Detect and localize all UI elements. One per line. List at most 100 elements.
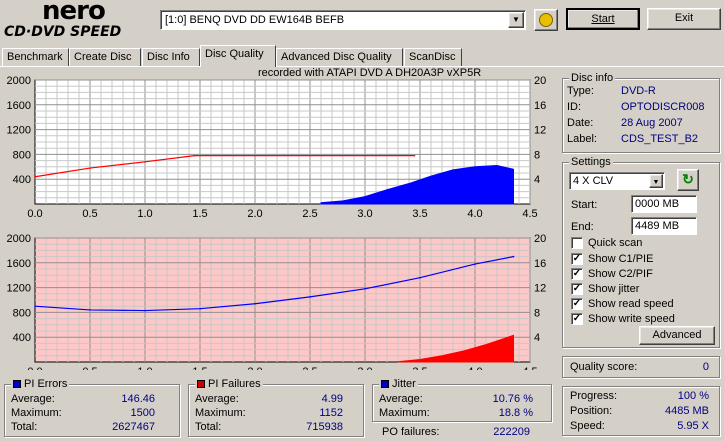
x-tick-label: 3.5 xyxy=(412,366,427,370)
disc-info-group: Disc info Type: DVD-R ID: OPTODISCR008 D… xyxy=(562,72,720,153)
jitter-avg-label: Average: xyxy=(379,393,423,405)
y-tick-label-right: 20 xyxy=(534,75,546,87)
y-tick-label-right: 8 xyxy=(534,307,540,319)
show-c2-checkbox[interactable]: ✓ xyxy=(571,268,583,280)
start-input[interactable]: 0000 MB xyxy=(631,195,697,213)
pi-failures-avg-value: 4.99 xyxy=(321,393,343,405)
x-tick-label: 3.0 xyxy=(357,366,372,370)
speed-value: 5.95 X xyxy=(677,420,709,432)
chevron-down-icon: ▼ xyxy=(512,15,520,24)
label-label: Label: xyxy=(567,133,597,145)
show-read-speed-checkbox[interactable]: ✓ xyxy=(571,298,583,310)
drive-select[interactable]: [1:0] BENQ DVD DD EW164B BEFB ▼ xyxy=(160,10,526,30)
pi-failures-avg-label: Average: xyxy=(195,393,239,405)
series-point xyxy=(193,154,196,157)
label-value: CDS_TEST_B2 xyxy=(621,133,699,145)
date-value: 28 Aug 2007 xyxy=(621,117,683,129)
exit-button[interactable]: Exit xyxy=(647,8,721,30)
show-write-speed-label: Show write speed xyxy=(588,313,675,325)
y-tick-label-right: 4 xyxy=(534,174,540,186)
refresh-speed-button[interactable]: ↻ xyxy=(677,169,699,191)
y-tick-label-right: 12 xyxy=(534,125,546,137)
position-value: 4485 MB xyxy=(664,405,709,417)
end-input[interactable]: 4489 MB xyxy=(631,217,697,235)
speed-dropdown-button[interactable]: ▼ xyxy=(649,174,663,188)
end-label: End: xyxy=(571,221,594,233)
recorded-with-text: recorded with ATAPI DVD A DH20A3P vXP5R xyxy=(258,67,482,79)
series-point xyxy=(89,309,91,311)
tools-icon xyxy=(539,13,553,27)
refresh-icon: ↻ xyxy=(682,171,694,187)
quality-score-box: Quality score: 0 xyxy=(562,356,720,378)
tab-advanced-disc-quality[interactable]: Advanced Disc Quality xyxy=(276,48,403,66)
start-button[interactable]: Start xyxy=(566,8,640,30)
x-tick-label: 3.5 xyxy=(412,208,427,220)
advanced-button[interactable]: Advanced xyxy=(639,326,715,345)
y-tick-label-left: 800 xyxy=(13,307,31,319)
speed-select[interactable]: 4 X CLV ▼ xyxy=(569,172,665,190)
series-point xyxy=(512,255,515,258)
jitter-title: Jitter xyxy=(379,378,418,390)
tab-disc-info[interactable]: Disc Info xyxy=(142,48,200,66)
x-tick-label: 1.0 xyxy=(137,366,152,370)
show-jitter-checkbox[interactable]: ✓ xyxy=(571,283,583,295)
quality-score-value: 0 xyxy=(702,361,709,373)
progress-value: 100 % xyxy=(677,390,709,402)
x-tick-label: 1.0 xyxy=(137,208,152,220)
x-tick-label: 0.0 xyxy=(27,208,42,220)
series-point xyxy=(89,167,91,169)
progress-label: Progress: xyxy=(570,390,618,402)
show-c2-label: Show C2/PIF xyxy=(588,268,653,280)
logo-top: nero xyxy=(42,0,106,26)
y-tick-label-left: 2000 xyxy=(7,233,31,245)
x-tick-label: 2.0 xyxy=(247,366,262,370)
chart-pi-errors: 0.0 0.5 1.0 1.5 2.0 2.5 3.0 3.5 4.0 4.5 400 800 1200… xyxy=(7,75,547,220)
series-point xyxy=(144,309,146,312)
pi-errors-max-label: Maximum: xyxy=(11,407,62,419)
series-line-1 xyxy=(34,256,514,312)
tab-disc-quality[interactable]: Disc Quality xyxy=(200,45,276,67)
show-read-speed-label: Show read speed xyxy=(588,298,674,310)
pi-errors-legend xyxy=(13,380,21,389)
exit-button-label: Exit xyxy=(674,12,694,24)
x-tick-label: 2.5 xyxy=(302,366,317,370)
jitter-max-label: Maximum: xyxy=(379,407,430,419)
progress-box: Progress: 100 % Position: 4485 MB Speed:… xyxy=(562,386,720,436)
pi-failures-title: PI Failures xyxy=(195,378,263,390)
x-tick-label: 1.5 xyxy=(192,208,207,220)
settings-group: Settings 4 X CLV ▼ ↻ Start: 0000 MB End:… xyxy=(562,156,720,348)
po-failures-value: 222209 xyxy=(493,426,530,438)
y-tick-label-left: 1600 xyxy=(7,258,31,270)
start-button-label: Start xyxy=(591,13,615,25)
x-tick-label: 4.0 xyxy=(467,366,482,370)
type-value: DVD-R xyxy=(621,85,656,97)
series-point xyxy=(364,288,366,290)
tab-panel xyxy=(0,66,724,441)
x-tick-label: 0.0 xyxy=(27,366,42,370)
series-point xyxy=(144,161,146,163)
logo-bottom: CD·DVD SPEED xyxy=(4,24,122,40)
x-tick-label: 4.5 xyxy=(522,366,537,370)
tab-scandisc[interactable]: ScanDisc xyxy=(404,48,462,66)
drive-dropdown-button[interactable]: ▼ xyxy=(508,12,524,28)
date-label: Date: xyxy=(567,117,594,129)
tab-create-disc[interactable]: Create Disc xyxy=(69,48,141,66)
pi-errors-title: PI Errors xyxy=(11,378,70,390)
show-c1-checkbox[interactable]: ✓ xyxy=(571,253,583,265)
y-tick-label-right: 20 xyxy=(534,233,546,245)
jitter-max-value: 18.8 % xyxy=(498,407,533,419)
quick-scan-checkbox[interactable] xyxy=(571,237,583,249)
x-tick-label: 4.5 xyxy=(522,208,537,220)
po-failures-label: PO failures: xyxy=(382,426,440,438)
chevron-down-icon: ▼ xyxy=(652,179,660,186)
series-point xyxy=(34,305,36,307)
show-write-speed-checkbox[interactable]: ✓ xyxy=(571,313,583,325)
pi-errors-total-label: Total: xyxy=(11,421,38,433)
series-point xyxy=(413,154,416,157)
tab-benchmark[interactable]: Benchmark xyxy=(2,48,69,66)
y-tick-label-right: 16 xyxy=(534,100,546,112)
y-tick-label-left: 400 xyxy=(13,332,31,344)
speed-label: Speed: xyxy=(570,420,605,432)
y-tick-label-left: 1200 xyxy=(7,283,31,295)
drive-info-button[interactable] xyxy=(534,9,558,31)
